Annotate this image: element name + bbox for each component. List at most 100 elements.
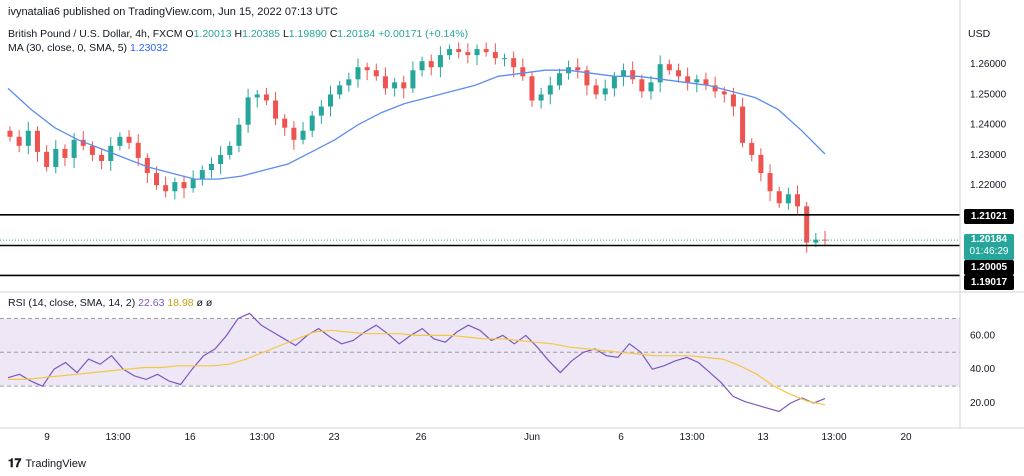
candle-body [318, 106, 324, 116]
time-tick-label: 13 [757, 432, 769, 443]
rsi-tick-label: 20.00 [970, 398, 995, 409]
candle-body [300, 130, 306, 140]
candle-body [190, 179, 196, 189]
rsi-legend: RSI (14, close, SMA, 14, 2) 22.63 18.98 … [8, 297, 212, 309]
candle-body [584, 70, 590, 86]
candle-body [804, 206, 810, 243]
candle-body [492, 52, 498, 59]
price-tick-label: 1.25000 [970, 89, 1007, 100]
candle-body [721, 91, 727, 95]
candle-body [346, 79, 352, 86]
candle-body [53, 148, 59, 168]
candle-body [437, 55, 443, 68]
header-published: ivynatalia6 published on TradingView.com… [8, 6, 339, 18]
candle-body [254, 94, 260, 98]
candle-body [712, 85, 718, 92]
rsi-label[interactable]: RSI (14, close, SMA, 14, 2) [8, 297, 136, 309]
candle-body [7, 130, 13, 137]
current-price-label: 1.20184 01:46:29 [964, 234, 1014, 260]
candle-body [630, 70, 636, 80]
candle-body [355, 67, 361, 80]
candle-body [795, 194, 801, 207]
candle-body [218, 154, 224, 164]
candle-body [199, 170, 205, 180]
candle-body [474, 49, 480, 56]
candle-body [208, 164, 214, 171]
rsi-line [7, 312, 826, 413]
candle-body [767, 173, 773, 192]
candle-body [602, 88, 608, 95]
high-label: H [234, 28, 243, 40]
candle-body [80, 139, 86, 146]
rsi-pane [0, 312, 960, 413]
candle-body [16, 136, 22, 146]
candle-body [529, 76, 535, 101]
candle-body [337, 85, 343, 95]
candle-body [273, 100, 279, 119]
rsi-value: 22.63 [138, 297, 165, 309]
candle-body [25, 130, 31, 146]
candle-body [172, 182, 178, 192]
candle-body [282, 118, 288, 128]
time-tick-label: 23 [328, 432, 340, 443]
candle-body [181, 182, 187, 189]
price-tick-label: 1.26000 [970, 59, 1007, 70]
candle-body [34, 130, 40, 152]
candle-body [758, 154, 764, 174]
rsi-sma-value: 18.98 [167, 297, 194, 309]
candle-body [666, 64, 672, 71]
time-tick-label: 26 [415, 432, 427, 443]
open-label: O [185, 28, 194, 40]
rsi-extra-2: ø [205, 297, 213, 309]
change-value: +0.00171 (+0.14%) [378, 28, 469, 40]
footer: 𝟏𝟕 TradingView [8, 456, 86, 471]
candle-body [740, 106, 746, 143]
ma-label[interactable]: MA (30, close, 0, SMA, 5) [8, 42, 128, 54]
candle-body [520, 67, 526, 77]
candle-body [749, 142, 755, 155]
candle-body [401, 82, 407, 89]
candle-body [392, 82, 398, 89]
price-pane [0, 42, 960, 277]
candle-body [144, 157, 150, 174]
candle-body [465, 52, 471, 56]
candle-body [547, 85, 553, 95]
candle-body [135, 142, 141, 158]
candle-body [447, 49, 453, 56]
candle-body [410, 70, 416, 89]
current-price-value: 1.20184 [970, 234, 1008, 245]
axes: 1.26000 1.25000 1.24000 1.23000 1.22000 60.00… [0, 0, 1024, 443]
close-label: C [329, 28, 338, 40]
time-tick-label: 20 [900, 432, 912, 443]
candle-body [556, 73, 562, 86]
candle-body [108, 145, 114, 161]
candle-body [639, 79, 645, 92]
candle-body [785, 194, 791, 204]
candle-body [685, 76, 691, 83]
candle-body [364, 67, 370, 71]
symbol-name[interactable]: British Pound / U.S. Dollar, 4h, FXCM [8, 28, 183, 40]
price-tick-label: 1.24000 [970, 120, 1007, 131]
time-tick-label: 13:00 [679, 432, 704, 443]
tradingview-logo-icon[interactable]: 𝟏𝟕 [8, 456, 22, 470]
candle-body [501, 58, 507, 60]
candle-body [730, 94, 736, 107]
time-tick-label: 16 [184, 432, 196, 443]
candle-body [813, 239, 819, 243]
low-value: 1.19890 [288, 28, 327, 40]
candle-body [373, 70, 379, 77]
candle-body [263, 94, 269, 101]
candle-body [71, 139, 77, 158]
high-value: 1.20385 [242, 28, 281, 40]
rsi-extra-1: ø [196, 297, 203, 309]
ma-line [7, 69, 826, 180]
candle-body [428, 61, 434, 68]
candle-body [227, 145, 233, 155]
candle-body [62, 148, 68, 158]
close-value: 1.20184 [337, 28, 376, 40]
level-label-1: 1.21021 [964, 209, 1014, 224]
footer-brand[interactable]: TradingView [25, 457, 86, 470]
candle-body [648, 82, 654, 92]
ma-value: 1.23032 [129, 42, 168, 54]
